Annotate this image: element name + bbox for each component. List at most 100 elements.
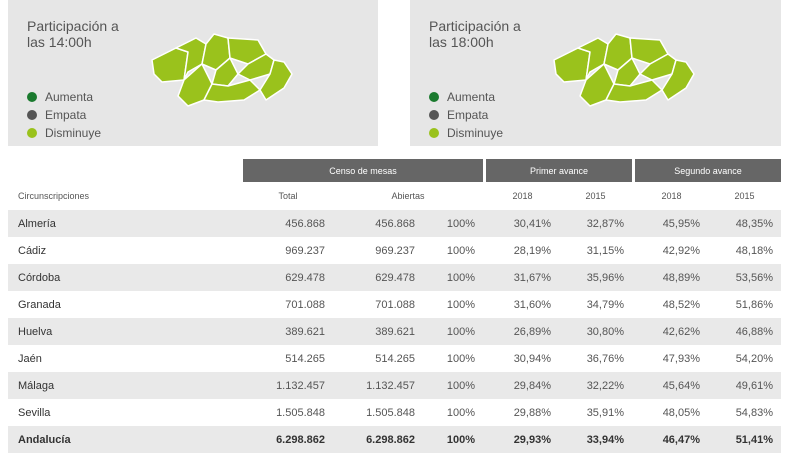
table-cell: 701.088 bbox=[375, 298, 415, 311]
table-row: Málaga 1.132.457 1.132.457 100% 29,84% 32,22%… bbox=[8, 372, 781, 399]
table-cell: 100% bbox=[423, 426, 483, 453]
legend-item-disminuye: Disminuye bbox=[27, 124, 101, 142]
row-label: Cádiz bbox=[18, 244, 47, 257]
table-cell: 629.478 bbox=[333, 264, 423, 291]
table-cell: 26,89% bbox=[486, 318, 559, 345]
table-cell: 629.478 bbox=[243, 264, 333, 291]
table-cell: 35,96% bbox=[559, 264, 632, 291]
legend-item-empata: Empata bbox=[27, 106, 101, 124]
table-cell: 100% bbox=[446, 244, 475, 257]
table-cell: 53,56% bbox=[708, 264, 781, 291]
table-cell: 45,64% bbox=[635, 372, 708, 399]
table-row: Huelva 389.621 389.621 100% 26,89% 30,80% 42,6… bbox=[8, 318, 781, 345]
table-cell: 48,35% bbox=[708, 210, 781, 237]
column-header: 2015 bbox=[734, 191, 755, 201]
table-cell: 389.621 bbox=[333, 318, 423, 345]
legend-item-aumenta: Aumenta bbox=[27, 88, 101, 106]
legend-item-aumenta: Aumenta bbox=[429, 88, 503, 106]
table-total-row: Andalucía 6.298.862 6.298.862 100% 29,93% 33,… bbox=[8, 426, 781, 453]
table-cell: 36,76% bbox=[586, 352, 624, 365]
table-cell: 29,93% bbox=[486, 426, 559, 453]
table-cell: 100% bbox=[423, 372, 483, 399]
table-cell: 1.505.848 bbox=[276, 406, 325, 419]
legend-item-empata: Empata bbox=[429, 106, 503, 124]
table-row: Córdoba 629.478 629.478 100% 31,67% 35,96% 48,… bbox=[8, 264, 781, 291]
table-row: Almería 456.868 456.868 100% 30,41% 32,87% 45,… bbox=[8, 210, 781, 237]
table-cell: 45,95% bbox=[635, 210, 708, 237]
row-label: Huelva bbox=[8, 318, 243, 345]
disminuye-dot-icon bbox=[27, 128, 37, 138]
table-cell: 456.868 bbox=[243, 210, 333, 237]
table-cell: 46,47% bbox=[635, 426, 708, 453]
participation-table: Censo de mesas Primer avance Segundo ava… bbox=[8, 159, 781, 453]
legend-label: Disminuye bbox=[447, 126, 504, 140]
table-cell: 30,94% bbox=[513, 352, 551, 365]
table-cell: 48,05% bbox=[662, 406, 700, 419]
legend: Aumenta Empata Disminuye bbox=[27, 88, 101, 142]
table-cell: 29,84% bbox=[486, 372, 559, 399]
table-cell: 30,80% bbox=[559, 318, 632, 345]
legend: Aumenta Empata Disminuye bbox=[429, 88, 503, 142]
group-header-row: Censo de mesas Primer avance Segundo ava… bbox=[8, 159, 781, 182]
row-label: Córdoba bbox=[8, 264, 243, 291]
legend-label: Aumenta bbox=[45, 90, 94, 104]
table-body: Almería 456.868 456.868 100% 30,41% 32,87% 45,… bbox=[8, 210, 781, 453]
table-cell: 6.298.862 bbox=[333, 426, 423, 453]
table-cell: 456.868 bbox=[333, 210, 423, 237]
table-cell: 969.237 bbox=[285, 244, 325, 257]
andalucia-map-icon bbox=[553, 33, 695, 107]
participation-panel-14h: Participación a las 14:00h Aumenta Empat… bbox=[8, 0, 378, 146]
row-label: Málaga bbox=[8, 372, 243, 399]
table-cell: 48,52% bbox=[662, 298, 700, 311]
aumenta-dot-icon bbox=[429, 92, 439, 102]
table-cell: 42,92% bbox=[662, 244, 700, 257]
table-cell: 51,41% bbox=[708, 426, 781, 453]
table-row: Cádiz 969.237 969.237 100% 28,19% 31,15% 42,92… bbox=[8, 237, 781, 264]
row-label: Almería bbox=[8, 210, 243, 237]
table-cell: 30,41% bbox=[486, 210, 559, 237]
table-cell: 35,91% bbox=[586, 406, 624, 419]
table-cell: 100% bbox=[423, 318, 483, 345]
table-cell: 1.505.848 bbox=[366, 406, 415, 419]
column-header: 2018 bbox=[512, 191, 533, 201]
table-cell: 29,88% bbox=[513, 406, 551, 419]
table-cell: 389.621 bbox=[243, 318, 333, 345]
column-header: Abiertas bbox=[391, 191, 425, 201]
table-cell: 31,15% bbox=[586, 244, 624, 257]
sub-header-row: Circunscripciones Total Abiertas 2018 20… bbox=[8, 182, 781, 210]
table-cell: 49,61% bbox=[708, 372, 781, 399]
column-header: Circunscripciones bbox=[18, 191, 90, 201]
panel-title: Participación a las 18:00h bbox=[429, 18, 521, 50]
table-cell: 31,60% bbox=[513, 298, 551, 311]
column-header: 2015 bbox=[585, 191, 606, 201]
table-cell: 33,94% bbox=[559, 426, 632, 453]
andalucia-map-icon bbox=[151, 33, 293, 107]
table-cell: 34,79% bbox=[586, 298, 624, 311]
row-label: Granada bbox=[18, 298, 61, 311]
table-cell: 48,18% bbox=[735, 244, 773, 257]
participation-panel-18h: Participación a las 18:00h Aumenta Empat… bbox=[410, 0, 781, 146]
table-cell: 48,89% bbox=[635, 264, 708, 291]
legend-label: Aumenta bbox=[447, 90, 496, 104]
table-cell: 47,93% bbox=[662, 352, 700, 365]
empata-dot-icon bbox=[429, 110, 439, 120]
disminuye-dot-icon bbox=[429, 128, 439, 138]
table-row: Granada 701.088 701.088 100% 31,60% 34,79% 48,… bbox=[8, 291, 781, 318]
table-cell: 54,83% bbox=[735, 406, 773, 419]
table-cell: 51,86% bbox=[735, 298, 773, 311]
legend-label: Disminuye bbox=[45, 126, 102, 140]
group-header-primer-avance: Primer avance bbox=[486, 159, 632, 182]
row-label: Sevilla bbox=[18, 406, 51, 419]
group-header-censo: Censo de mesas bbox=[243, 159, 483, 182]
panel-title: Participación a las 14:00h bbox=[27, 18, 119, 50]
table-cell: 31,67% bbox=[486, 264, 559, 291]
table-cell: 514.265 bbox=[285, 352, 325, 365]
table-cell: 100% bbox=[423, 264, 483, 291]
row-label: Andalucía bbox=[8, 426, 243, 453]
legend-label: Empata bbox=[45, 108, 87, 122]
table-row: Sevilla 1.505.848 1.505.848 100% 29,88% 35,91… bbox=[8, 399, 781, 426]
table-cell: 514.265 bbox=[375, 352, 415, 365]
table-cell: 100% bbox=[446, 352, 475, 365]
table-cell: 969.237 bbox=[375, 244, 415, 257]
table-cell: 28,19% bbox=[513, 244, 551, 257]
